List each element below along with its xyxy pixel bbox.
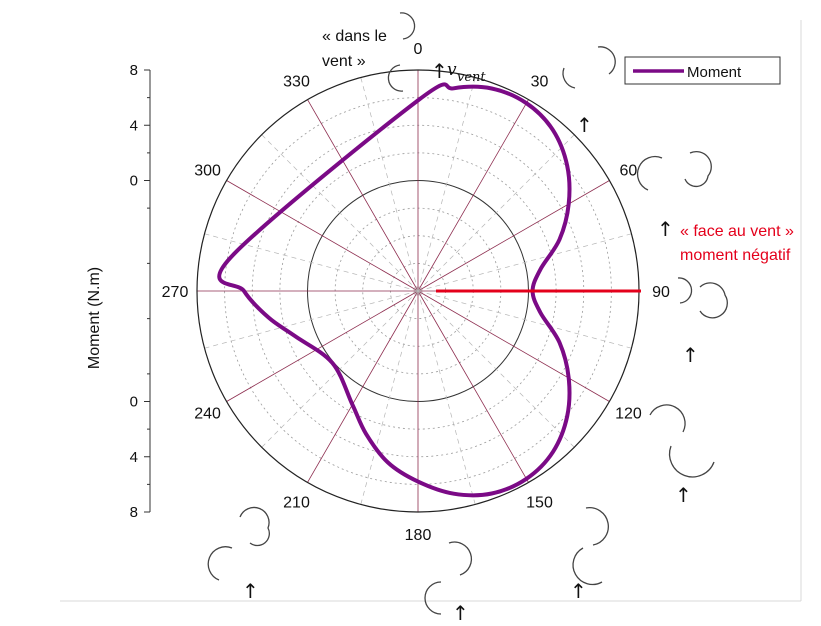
rotor-icon-210	[207, 506, 270, 581]
radial-tick-label: 0	[130, 173, 138, 190]
rotor-icon-150	[572, 507, 609, 586]
wind-arrow-icon: ↑	[242, 579, 259, 603]
wind-arrow-icon: ↑	[452, 601, 469, 625]
rotor-icon-180	[424, 541, 473, 615]
wind-arrow-icon: ↑	[576, 113, 593, 137]
grid-spoke-minor	[417, 134, 575, 292]
grid-spoke-minor	[417, 290, 575, 448]
angle-label: 300	[194, 163, 221, 180]
grid-spoke-minor	[417, 290, 632, 349]
wind-arrow-icon: ↑	[682, 343, 699, 367]
angle-label: 330	[283, 74, 310, 91]
radial-tick-label: 4	[130, 449, 138, 466]
top-note-line2: vent »	[322, 53, 366, 70]
rotor-icon-120	[649, 404, 715, 478]
rotor-icon-90	[677, 277, 728, 319]
grid-spoke	[417, 290, 529, 483]
grid-spoke-minor	[204, 290, 419, 349]
wind-arrow-icon: ↑	[570, 579, 587, 603]
angle-label: 30	[531, 74, 549, 91]
right-note-line1: « face au vent »	[680, 223, 794, 240]
radial-axis: 8 4 0 0 4 8	[130, 62, 151, 521]
angle-label: 0	[414, 41, 423, 58]
angle-label: 90	[652, 284, 670, 301]
top-note-line1: « dans le	[322, 28, 387, 45]
wind-speed-symbol: v	[447, 60, 457, 80]
grid-spoke-minor	[261, 290, 419, 448]
angle-label: 240	[194, 406, 221, 423]
angle-label: 270	[162, 284, 189, 301]
angle-label: 210	[283, 494, 310, 511]
grid-spoke-minor	[417, 290, 476, 505]
wind-arrow-icon: ↑	[675, 483, 692, 507]
grid-spoke	[226, 290, 419, 402]
angle-label: 180	[405, 527, 432, 544]
angle-label: 120	[615, 406, 642, 423]
grid-spoke	[417, 290, 610, 402]
radial-tick-label: 8	[130, 504, 138, 521]
rotor-icons	[207, 12, 728, 615]
top-wind-arrow-icon: ↑	[431, 59, 448, 83]
y-axis-label: Moment (N.m)	[86, 267, 103, 369]
wind-speed-subscript: vent	[457, 70, 486, 85]
grid-spoke-minor	[261, 134, 419, 292]
grid-spoke	[417, 180, 610, 292]
grid-spoke	[417, 99, 529, 292]
grid-spoke-minor	[204, 233, 419, 292]
legend-label: Moment	[687, 64, 742, 81]
rotor-icon-30	[562, 46, 616, 89]
radial-tick-label: 4	[130, 117, 138, 134]
grid-spoke-minor	[417, 233, 632, 292]
grid-spoke-minor	[360, 290, 419, 505]
grid-spoke	[226, 180, 419, 292]
grid-spoke	[307, 99, 419, 292]
legend: Moment	[624, 56, 781, 85]
grid-spoke-minor	[360, 77, 419, 292]
grid-spoke	[307, 290, 419, 483]
wind-arrow-icon: ↑	[657, 217, 674, 241]
radial-tick-label: 0	[130, 394, 138, 411]
rotor-icon-60	[636, 150, 712, 191]
angle-label: 60	[620, 163, 638, 180]
wind-arrows: ↑ ↑ ↑ ↑ ↑ ↑ ↑	[242, 113, 699, 625]
right-note-line2: moment négatif	[680, 247, 791, 264]
radial-tick-label: 8	[130, 62, 138, 79]
angular-tick-labels: 0 30 60 90 120 150 180 210 240 270 300 330	[162, 41, 670, 544]
angle-label: 150	[526, 494, 553, 511]
grid-spoke-minor	[417, 77, 476, 292]
rotor-icon-0	[387, 12, 416, 92]
